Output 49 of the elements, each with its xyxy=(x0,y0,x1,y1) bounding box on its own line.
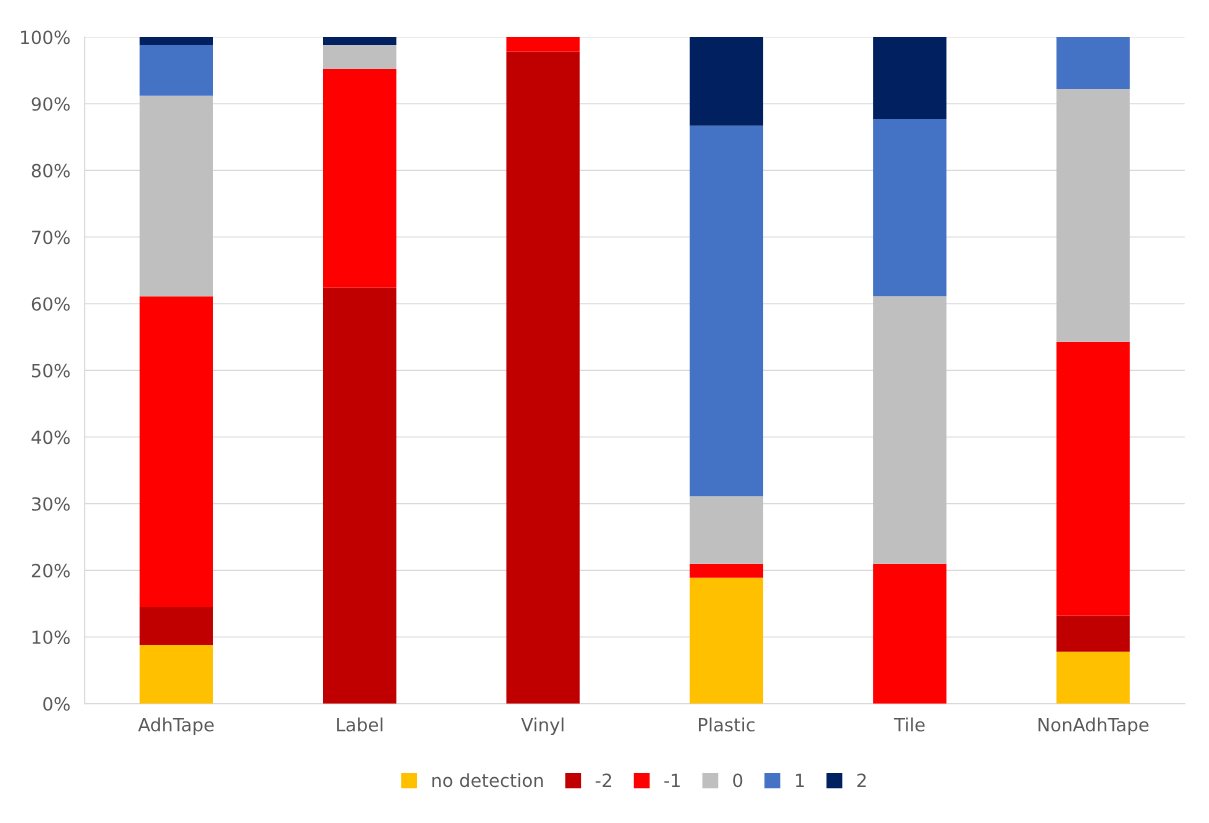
bar xyxy=(323,69,397,288)
bar xyxy=(139,95,213,297)
bar xyxy=(873,119,947,297)
y-tick-label: 100% xyxy=(21,30,70,45)
bar xyxy=(1056,651,1130,704)
x-tick-label: Plastic xyxy=(698,717,755,732)
bar xyxy=(873,563,947,704)
legend-label: -1 xyxy=(664,773,680,787)
bar xyxy=(506,37,580,52)
bar xyxy=(689,496,764,564)
bar xyxy=(506,51,580,704)
y-tick-label: 90% xyxy=(31,97,70,111)
bar xyxy=(1056,89,1130,342)
bar xyxy=(1056,615,1130,652)
y-tick-label: 30% xyxy=(31,497,70,511)
y-tick-label: 40% xyxy=(31,430,70,445)
y-tick-label: 20% xyxy=(31,563,70,578)
legend-label: -2 xyxy=(595,773,612,787)
y-tick-label: 80% xyxy=(31,163,70,178)
bar xyxy=(1056,37,1130,90)
bar xyxy=(323,287,397,704)
bar xyxy=(139,607,213,645)
legend-label: 0 xyxy=(733,773,743,788)
y-tick-label: 50% xyxy=(32,363,70,378)
x-tick-label: NonAdhTape xyxy=(1038,717,1149,736)
legend-label: 1 xyxy=(795,773,804,787)
legend-label: no detection xyxy=(432,773,543,788)
bar xyxy=(873,296,947,564)
bar xyxy=(323,37,397,46)
x-tick-label: AdhTape xyxy=(138,717,214,736)
x-tick-label: Tile xyxy=(893,717,925,732)
y-tick-label: 0% xyxy=(43,697,70,711)
bar xyxy=(873,37,947,120)
bar xyxy=(689,577,764,704)
legend-label: 2 xyxy=(857,773,866,787)
bar xyxy=(139,296,213,607)
bar xyxy=(689,125,764,497)
bar xyxy=(689,37,764,126)
y-tick-label: 70% xyxy=(32,230,70,245)
x-tick-label: Vinyl xyxy=(521,717,564,736)
x-tick-label: Label xyxy=(337,717,383,732)
y-tick-label: 10% xyxy=(32,630,70,645)
bar xyxy=(689,563,764,578)
bar xyxy=(139,37,213,46)
bar xyxy=(139,645,213,704)
bar xyxy=(323,45,397,70)
bar xyxy=(1056,341,1130,616)
y-tick-label: 60% xyxy=(31,297,70,311)
bar xyxy=(139,45,213,96)
